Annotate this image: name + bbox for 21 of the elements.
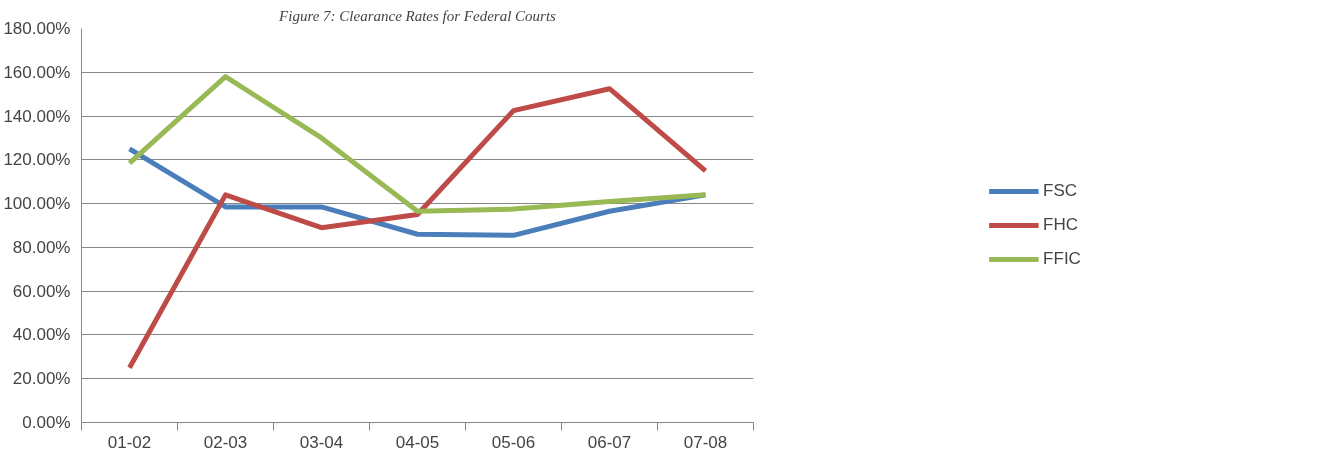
legend-label: FSC [1043, 181, 1078, 201]
y-tick-label: 0.00% [22, 413, 71, 432]
legend-label: FFIC [1043, 249, 1081, 269]
x-tick-label: 02-03 [203, 432, 248, 452]
y-tick-label: 120.00% [3, 150, 71, 170]
y-tick-label: 100.00% [3, 194, 71, 214]
y-tick-label: 20.00% [12, 369, 71, 389]
y-tick-label: 60.00% [12, 281, 71, 301]
x-tick-label: 01-02 [107, 432, 152, 452]
legend-label: FHC [1043, 215, 1079, 235]
y-tick-label: 160.00% [3, 62, 71, 82]
x-tick-label: 03-04 [299, 432, 344, 452]
y-tick-label: 180.00% [3, 19, 71, 38]
x-tick-label: 04-05 [395, 432, 440, 452]
y-tick-label: 80.00% [12, 237, 71, 257]
x-tick-label: 06-07 [587, 432, 632, 452]
x-tick-label: 07-08 [683, 432, 728, 452]
y-tick-label: 140.00% [3, 106, 71, 126]
x-tick-label: 05-06 [491, 432, 536, 452]
y-tick-label: 40.00% [12, 325, 71, 345]
chart-title: Figure 7: Clearance Rates for Federal Courts [278, 7, 557, 24]
